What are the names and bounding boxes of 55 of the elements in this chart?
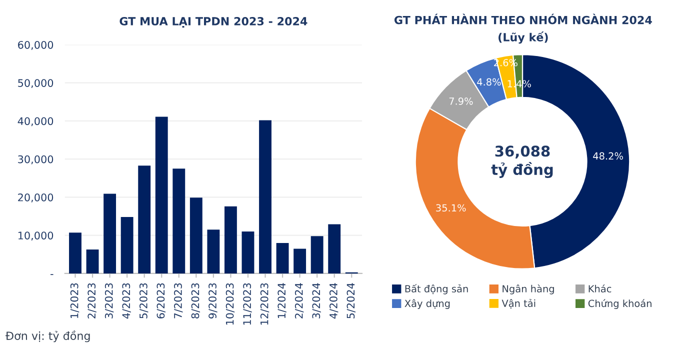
bar (310, 236, 324, 274)
text: 36,088 tỷ đồng (491, 146, 553, 178)
y-tick-label: 30,000 (18, 155, 54, 164)
x-tick-label: 3/2023 (104, 283, 114, 318)
y-tick-label: - (50, 274, 54, 275)
bar (155, 116, 168, 274)
legend-label: Khác (588, 284, 612, 292)
bar (190, 198, 202, 274)
legend-label: Bất động sản (405, 284, 468, 294)
x-tick-label: 2/2023 (88, 283, 96, 318)
legend-label: Ngân hàng (502, 284, 554, 294)
bar (69, 232, 82, 274)
legend-label: Vận tải (502, 298, 536, 309)
y-tick-label: 50,000 (18, 79, 54, 88)
legend-label: Chứng khoán (588, 299, 652, 309)
x-tick-label: 8/2023 (191, 283, 200, 318)
x-tick-label: 5/2023 (139, 283, 148, 318)
bar (259, 120, 272, 274)
x-tick-label: 12/2023 (260, 283, 270, 325)
x-tick-label: 10/2023 (226, 283, 235, 325)
y-tick-label: 20,000 (18, 193, 54, 202)
x-tick-label: 6/2023 (156, 283, 166, 318)
chart-title: GT MUA LẠI TPDN 2023 - 2024 (120, 17, 308, 28)
legend-label: Xây dựng (404, 299, 450, 309)
x-tick-label: 3/2024 (312, 283, 321, 318)
bar (294, 248, 306, 274)
chart-title: GT PHÁT HÀNH THEO NHÓM NGÀNH 2024 (394, 14, 652, 24)
x-tick-label: 1/2023 (70, 283, 80, 318)
bar (86, 249, 99, 274)
x-tick-label: 2/2024 (294, 283, 304, 318)
x-tick-label: 5/2024 (346, 283, 356, 318)
x-tick-label: 1/2024 (278, 283, 286, 318)
x-tick-label: 4/2023 (122, 283, 131, 319)
x-tick-label: 4/2024 (329, 283, 338, 319)
bar (224, 206, 237, 274)
bar (104, 194, 116, 274)
y-tick-label: 60,000 (18, 40, 54, 50)
bar (207, 230, 220, 274)
y-tick-label: 40,000 (18, 117, 54, 126)
bar (276, 242, 289, 274)
chart-subtitle: (Lũy kế) (498, 32, 548, 44)
x-tick-label: 7/2023 (174, 283, 183, 318)
x-tick-label: 9/2023 (208, 283, 218, 318)
y-tick-label: 10,000 (18, 232, 54, 241)
bar (120, 217, 134, 274)
bar (242, 232, 254, 274)
data-label: 35.1% (436, 204, 466, 212)
data-label: 4.8% (477, 78, 501, 86)
bar (138, 166, 151, 274)
bar (172, 168, 186, 274)
text: Đơn vị: tỷ đồng (6, 330, 90, 342)
bar (328, 224, 341, 274)
data-label: 7.9% (449, 98, 473, 105)
x-tick-label: 11/2023 (243, 283, 252, 325)
data-label: 48.2% (593, 152, 623, 160)
